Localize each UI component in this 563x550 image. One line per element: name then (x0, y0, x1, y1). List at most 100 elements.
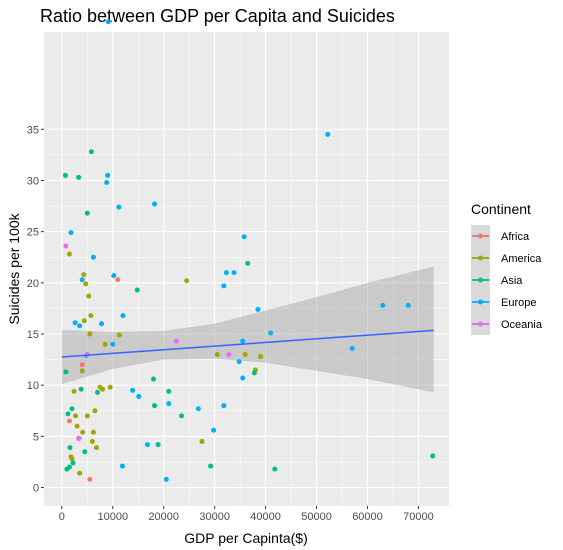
x-axis-title: GDP per Capinta($) (184, 530, 307, 546)
legend-label-europe: Europe (501, 297, 536, 309)
data-point-asia (82, 449, 88, 455)
y-axis-title: Suicides per 100k (6, 212, 22, 324)
data-point-europe (240, 375, 246, 381)
data-point-asia (430, 453, 436, 459)
chart-title: Ratio between GDP per Capita and Suicide… (40, 6, 395, 26)
data-point-europe (119, 463, 125, 469)
data-point-europe (105, 19, 111, 25)
data-point-asia (88, 149, 94, 155)
data-point-europe (77, 323, 83, 329)
data-point-europe (268, 330, 274, 336)
data-point-europe (223, 270, 229, 276)
legend-label-asia: Asia (501, 275, 523, 287)
data-point-america (81, 318, 87, 324)
data-point-europe (236, 359, 242, 365)
data-point-africa (115, 277, 121, 283)
data-point-europe (325, 131, 331, 137)
y-tick-label: 10 (27, 380, 39, 392)
y-tick-label: 0 (33, 483, 39, 495)
confidence-band-area (61, 266, 434, 393)
data-point-america (87, 331, 93, 337)
x-tick-label: 20000 (148, 511, 179, 523)
data-point-america (184, 278, 190, 284)
data-point-europe (405, 302, 411, 308)
data-point-america (77, 470, 83, 476)
data-points (62, 19, 436, 482)
legend-key-point (478, 321, 483, 327)
data-point-europe (68, 230, 74, 236)
data-point-america (88, 313, 94, 319)
y-tick-label: 15 (27, 329, 39, 341)
data-point-asia (65, 411, 71, 417)
data-point-europe (104, 179, 110, 185)
x-tick-label: 10000 (97, 511, 128, 523)
data-point-america (89, 439, 95, 445)
data-point-america (83, 281, 89, 287)
y-tick-label: 20 (27, 278, 39, 290)
data-point-europe (144, 442, 150, 448)
data-point-america (258, 354, 264, 360)
data-point-asia (67, 445, 73, 451)
data-point-europe (241, 234, 247, 240)
x-tick-label: 70000 (403, 511, 434, 523)
data-point-europe (255, 306, 261, 312)
data-point-america (102, 341, 108, 347)
data-point-africa (79, 362, 85, 368)
data-point-europe (130, 387, 136, 393)
data-point-america (73, 413, 79, 419)
y-tick-label: 25 (27, 227, 39, 239)
legend-label-africa: Africa (501, 231, 530, 243)
legend: Continent Africa America Asia Europe Oceania (471, 201, 543, 335)
data-point-america (92, 408, 98, 414)
data-point-asia (179, 413, 185, 419)
data-point-america (90, 429, 96, 435)
data-point-america (100, 386, 106, 392)
data-point-oceania (226, 351, 232, 357)
data-point-europe (166, 401, 172, 407)
x-tick-label: 30000 (199, 511, 230, 523)
x-tick-label: 0 (59, 511, 65, 523)
data-point-europe (90, 254, 96, 260)
data-point-asia (84, 210, 90, 216)
y-tick-label: 5 (33, 431, 39, 443)
data-point-asia (152, 403, 158, 409)
data-point-europe (231, 270, 237, 276)
data-point-europe (349, 345, 355, 351)
data-point-europe (211, 427, 217, 433)
plot-panel (44, 32, 449, 506)
data-point-america (199, 439, 205, 445)
data-point-europe (72, 320, 78, 326)
data-point-europe (120, 313, 126, 319)
trend-line-segment (61, 329, 434, 358)
data-point-africa (66, 418, 72, 424)
data-point-america (214, 351, 220, 357)
x-tick-label: 60000 (352, 511, 383, 523)
data-point-asia (155, 442, 161, 448)
data-point-oceania (76, 435, 82, 441)
data-point-america (93, 445, 99, 451)
x-tick-label: 50000 (301, 511, 332, 523)
data-point-asia (66, 464, 72, 470)
data-point-america (242, 351, 248, 357)
data-point-asia (151, 376, 157, 382)
legend-key-point (478, 277, 483, 283)
y-tick-label: 30 (27, 175, 39, 187)
grid (44, 32, 449, 506)
data-point-europe (221, 403, 227, 409)
data-point-asia (69, 406, 75, 412)
data-point-europe (99, 321, 105, 327)
y-tick-label: 35 (27, 124, 39, 136)
data-point-asia (62, 172, 68, 178)
legend-title: Continent (471, 201, 531, 217)
data-point-asia (70, 460, 76, 466)
data-point-america (116, 332, 122, 338)
data-point-america (71, 388, 77, 394)
data-point-asia (272, 466, 278, 472)
axes: 0 10000 20000 30000 40000 50000 60000 70000 0 5 10… (27, 124, 434, 523)
data-point-asia (208, 463, 214, 469)
data-point-oceania (63, 243, 69, 249)
legend-key-point (478, 299, 483, 305)
data-point-america (81, 272, 87, 278)
data-point-europe (195, 406, 201, 412)
legend-key-point (478, 255, 483, 261)
